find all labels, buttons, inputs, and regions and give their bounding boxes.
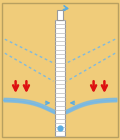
Bar [57, 10, 63, 20]
Bar [55, 20, 65, 136]
